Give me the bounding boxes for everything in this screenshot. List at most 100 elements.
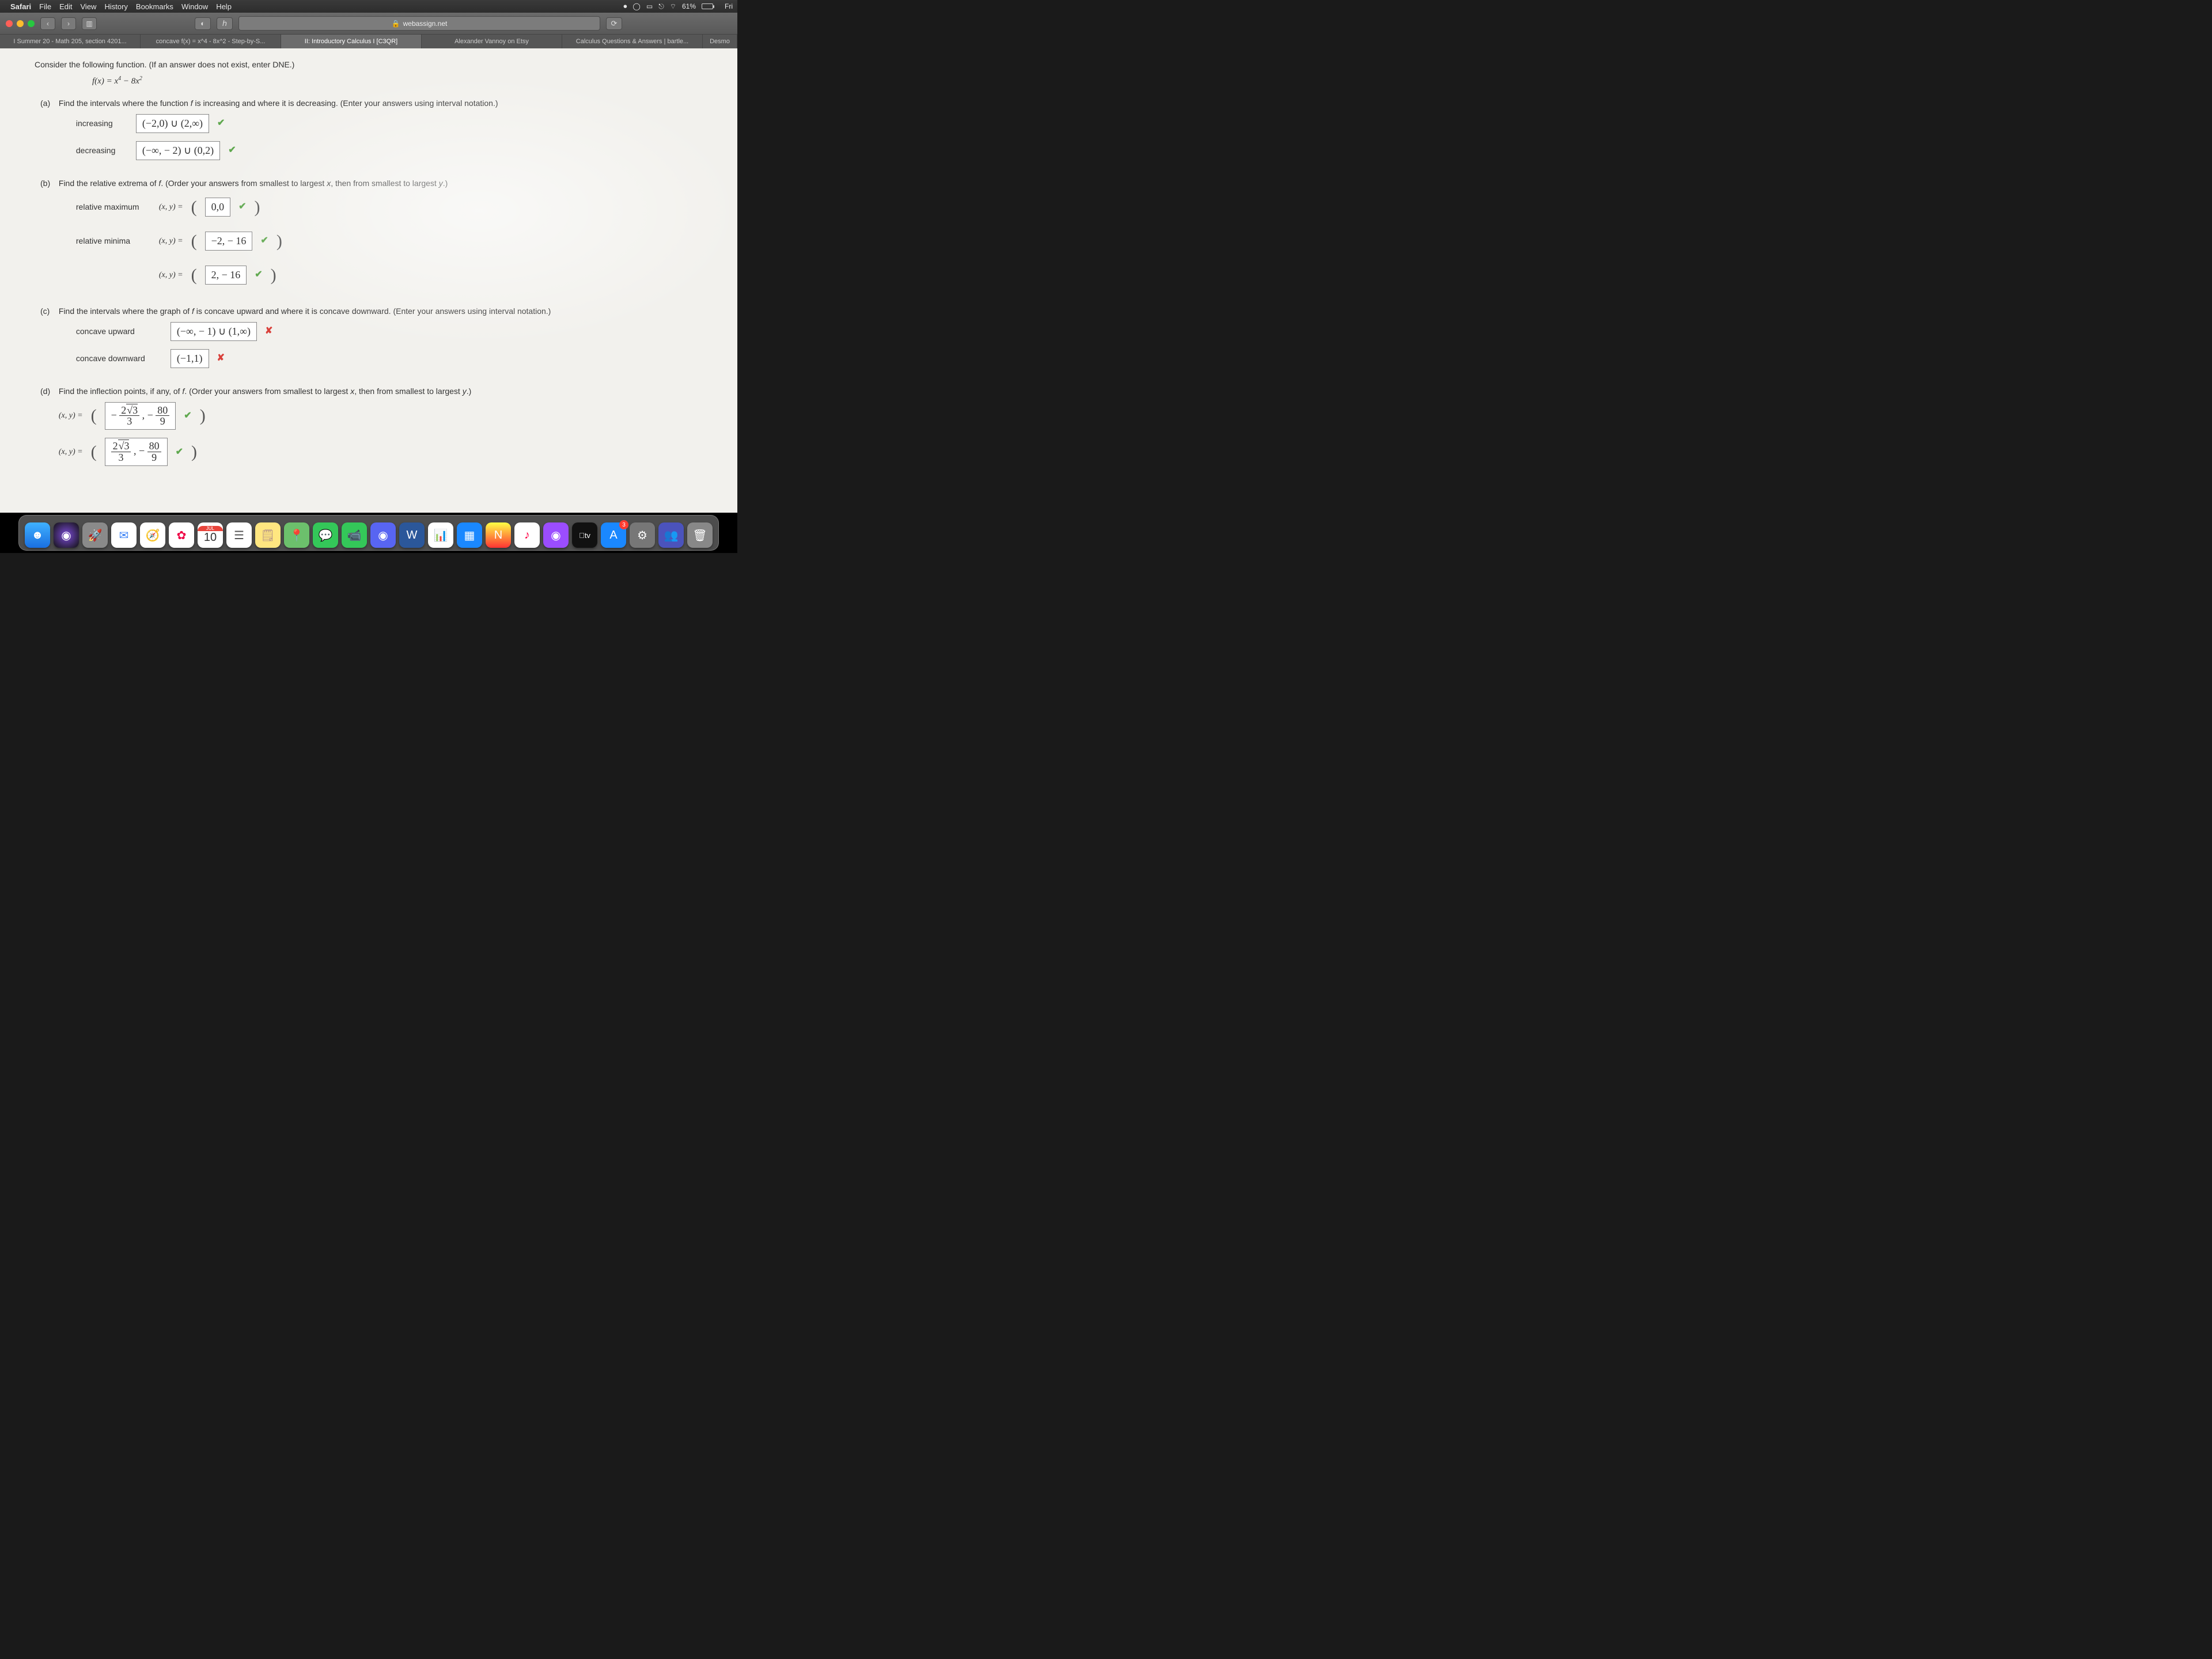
dock-podcasts-icon[interactable]: ◉ [543,522,569,548]
row-increasing: increasing (−2,0) ∪ (2,∞) ✔ [76,114,704,133]
check-icon: ✔ [255,268,262,282]
safari-toolbar: ‹ › ▥ ◐ ℎ 🔒 webassign.net ⟳ [0,13,737,35]
menu-view[interactable]: View [81,2,97,11]
open-paren: ( [191,194,197,220]
menu-history[interactable]: History [104,2,127,11]
close-window-button[interactable] [6,20,13,27]
part-b: (b) Find the relative extrema of f. (Ord… [40,177,709,296]
dock-itunes-icon[interactable]: ♪ [514,522,540,548]
menu-file[interactable]: File [39,2,51,11]
row-rel-min-2: (x, y) = ( 2, − 16 ✔ ) [76,262,704,288]
sidebar-button[interactable]: ▥ [82,17,97,30]
menu-bookmarks[interactable]: Bookmarks [136,2,173,11]
dock-numbers-icon[interactable]: 📊 [428,522,453,548]
dock-finder-icon[interactable]: ☻ [25,522,50,548]
dock: ☻◉🚀✉🧭✿JUL10☰🗒📍💬📹◉W📊▦N♪◉tvA3⚙👥🗑 [18,515,719,551]
tab-bar: I Summer 20 - Math 205, section 4201... … [0,35,737,48]
part-a-text: Find the intervals where the function f … [59,99,498,108]
dock-safari-icon[interactable]: 🧭 [140,522,165,548]
dock-mail-icon[interactable]: ✉ [111,522,137,548]
rel-min-label: relative minima [76,235,151,247]
tab-2[interactable]: II: Introductory Calculus I [C3QR] [281,35,422,48]
check-icon: ✔ [176,445,183,459]
dock-discord-icon[interactable]: ◉ [370,522,396,548]
dock-facetime-icon[interactable]: 📹 [342,522,367,548]
dock-teams-icon[interactable]: 👥 [658,522,684,548]
zoom-window-button[interactable] [28,20,35,27]
donotdisturb-icon[interactable]: ◯ [632,2,640,10]
increasing-label: increasing [76,118,128,130]
bluetooth-icon[interactable]: ⎋ [658,2,664,11]
dock-messages-icon[interactable]: 💬 [313,522,338,548]
dock-area: ☻◉🚀✉🧭✿JUL10☰🗒📍💬📹◉W📊▦N♪◉tvA3⚙👥🗑 [0,515,737,551]
close-paren: ) [200,403,206,429]
screencast-icon[interactable]: ⏺ [623,2,627,11]
back-button[interactable]: ‹ [40,17,55,30]
concave-down-answer[interactable]: (−1,1) [171,349,209,368]
rel-max-answer[interactable]: 0,0 [205,198,231,217]
rel-max-label: relative maximum [76,201,151,213]
lock-icon: 🔒 [392,20,400,28]
page-content: Consider the following function. (If an … [0,48,737,513]
reader-button[interactable]: ℎ [217,17,233,30]
dock-calendar-icon[interactable]: JUL10 [198,522,223,548]
tab-4[interactable]: Calculus Questions & Answers | bartle... [562,35,703,48]
dock-photos-icon[interactable]: ✿ [169,522,194,548]
decreasing-answer[interactable]: (−∞, − 2) ∪ (0,2) [136,141,220,160]
part-a: (a) Find the intervals where the functio… [40,97,709,168]
url-text: webassign.net [403,20,448,28]
menu-edit[interactable]: Edit [59,2,72,11]
part-c: (c) Find the intervals where the graph o… [40,305,709,376]
screen: Safari File Edit View History Bookmarks … [0,0,737,553]
battery-icon[interactable] [702,3,713,9]
check-icon: ✔ [238,200,246,214]
dock-appletv-icon[interactable]: tv [572,522,597,548]
tab-5[interactable]: Desmo [703,35,737,48]
tab-0[interactable]: I Summer 20 - Math 205, section 4201... [0,35,141,48]
dock-appstore-icon[interactable]: A3 [601,522,626,548]
inflection-2-answer[interactable]: 2√33 , − 809 [105,438,168,466]
cross-icon: ✘ [265,324,272,338]
row-rel-min-1: relative minima (x, y) = ( −2, − 16 ✔ ) [76,228,704,254]
close-paren: ) [255,194,260,220]
address-bar[interactable]: 🔒 webassign.net [238,16,600,31]
forward-button[interactable]: › [61,17,76,30]
tab-1[interactable]: concave f(x) = x^4 - 8x^2 - Step-by-S... [141,35,281,48]
dock-trash-icon[interactable]: 🗑 [687,522,713,548]
concave-down-label: concave downward [76,353,162,365]
minimize-window-button[interactable] [17,20,24,27]
dock-keynote-icon[interactable]: ▦ [457,522,482,548]
open-paren: ( [91,439,97,465]
dock-word-icon[interactable]: W [399,522,425,548]
dock-sysprefs-icon[interactable]: ⚙ [630,522,655,548]
inflection-1-answer[interactable]: − 2√33 , − 809 [105,402,176,430]
open-paren: ( [91,403,97,429]
app-name[interactable]: Safari [10,2,31,11]
dock-maps-icon[interactable]: 📍 [284,522,309,548]
dock-siri-icon[interactable]: ◉ [54,522,79,548]
dock-reminders-icon[interactable]: ☰ [226,522,252,548]
status-icons: ⏺ ◯ ▭ ⎋ ⌔ 61% Fri [623,2,733,11]
increasing-answer[interactable]: (−2,0) ∪ (2,∞) [136,114,209,133]
airplay-icon[interactable]: ▭ [646,2,653,10]
dock-news-icon[interactable]: N [486,522,511,548]
clock-day: Fri [725,2,733,10]
menu-window[interactable]: Window [181,2,208,11]
part-d-label: (d) [40,385,56,397]
privacy-report-button[interactable]: ◐ [195,17,211,30]
row-inflection-2: (x, y) = ( 2√33 , − 809 ✔ ) [59,438,704,466]
reload-button[interactable]: ⟳ [606,17,622,30]
concave-up-answer[interactable]: (−∞, − 1) ∪ (1,∞) [171,322,257,341]
menu-help[interactable]: Help [216,2,232,11]
battery-percent: 61% [682,2,696,10]
part-b-label: (b) [40,177,56,190]
part-d-text: Find the inflection points, if any, of f… [59,387,471,396]
dock-launchpad-icon[interactable]: 🚀 [82,522,108,548]
dock-notes-icon[interactable]: 🗒 [255,522,281,548]
rel-min-2-answer[interactable]: 2, − 16 [205,266,247,285]
xy-prefix: (x, y) = [59,446,83,458]
tab-3[interactable]: Alexander Vannoy on Etsy [422,35,562,48]
row-concave-up: concave upward (−∞, − 1) ∪ (1,∞) ✘ [76,322,704,341]
wifi-icon[interactable]: ⌔ [670,2,676,11]
rel-min-1-answer[interactable]: −2, − 16 [205,232,253,251]
